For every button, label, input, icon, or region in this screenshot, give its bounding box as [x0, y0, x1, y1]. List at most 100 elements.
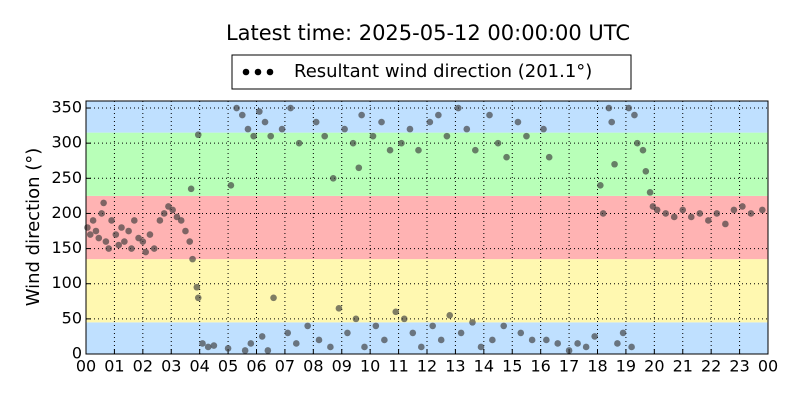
point — [679, 206, 687, 214]
chart-title: Latest time: 2025-05-12 00:00:00 UTC — [226, 21, 630, 45]
point — [662, 210, 669, 217]
point — [194, 131, 202, 139]
point — [352, 315, 360, 323]
point — [446, 312, 454, 319]
point — [494, 139, 502, 147]
point — [633, 139, 641, 147]
point — [437, 336, 445, 344]
point — [457, 329, 465, 337]
point — [759, 206, 766, 214]
x-tick-label: 14 — [474, 357, 494, 376]
x-tick-label: 20 — [644, 357, 664, 376]
point — [112, 231, 120, 238]
point — [611, 160, 618, 168]
point — [554, 340, 562, 347]
point — [156, 217, 164, 224]
point — [224, 345, 232, 352]
point — [250, 132, 257, 140]
x-tick-label: 13 — [445, 357, 465, 376]
band — [86, 101, 768, 133]
y-tick-label: 350 — [51, 98, 82, 117]
point — [454, 104, 462, 112]
x-tick-label: 15 — [502, 357, 522, 376]
point — [210, 342, 218, 349]
point — [730, 206, 738, 214]
point — [108, 217, 115, 224]
point — [642, 167, 650, 175]
point — [628, 343, 635, 351]
point — [574, 340, 581, 347]
point — [182, 227, 189, 235]
point — [639, 146, 647, 154]
point — [619, 329, 627, 337]
point — [486, 111, 493, 119]
x-tick-label: 22 — [701, 357, 721, 376]
point — [463, 125, 471, 133]
point — [256, 108, 263, 115]
point — [528, 336, 536, 344]
point — [194, 294, 202, 302]
point — [267, 132, 275, 140]
point — [398, 139, 405, 147]
point — [315, 336, 323, 344]
point — [139, 238, 147, 245]
band — [86, 132, 768, 196]
band — [86, 259, 768, 323]
point — [341, 125, 348, 133]
x-tick-label: 03 — [161, 357, 181, 376]
point — [150, 245, 158, 252]
point — [344, 329, 351, 337]
point — [227, 182, 235, 189]
point — [614, 340, 621, 347]
point — [429, 322, 436, 330]
point — [186, 238, 194, 245]
point — [400, 315, 408, 323]
point — [687, 213, 695, 221]
x-tick-label: 11 — [388, 357, 408, 376]
legend-marker — [266, 68, 274, 76]
point — [177, 217, 185, 224]
y-tick-label: 100 — [51, 273, 82, 292]
point — [244, 125, 252, 133]
point — [489, 336, 496, 344]
point — [312, 118, 320, 126]
point — [372, 322, 380, 330]
legend-label: Resultant wind direction (201.1°) — [294, 61, 592, 82]
point — [146, 231, 154, 238]
point — [329, 175, 337, 182]
x-tick-label: 16 — [530, 357, 550, 376]
point — [292, 340, 300, 347]
point — [261, 118, 269, 126]
point — [102, 238, 110, 245]
point — [349, 139, 357, 147]
point — [358, 111, 365, 119]
point — [625, 104, 633, 112]
point — [193, 283, 201, 291]
point — [247, 340, 255, 347]
point — [582, 343, 590, 351]
point — [270, 294, 277, 302]
point — [443, 132, 451, 140]
point — [105, 245, 113, 252]
point — [115, 241, 122, 249]
point — [435, 111, 442, 119]
point — [599, 210, 607, 217]
point — [653, 206, 661, 214]
point — [469, 319, 476, 326]
point — [361, 343, 368, 351]
point — [295, 139, 303, 147]
point — [264, 347, 272, 354]
point — [543, 336, 550, 344]
y-tick-label: 300 — [51, 133, 82, 152]
point — [128, 245, 135, 252]
point — [392, 308, 400, 316]
point — [160, 210, 168, 217]
band — [86, 322, 768, 354]
x-tick-label: 19 — [616, 357, 636, 376]
point — [631, 111, 638, 119]
point — [517, 329, 525, 337]
point — [722, 220, 729, 228]
point — [381, 336, 388, 344]
point — [670, 213, 678, 221]
point — [523, 132, 530, 140]
